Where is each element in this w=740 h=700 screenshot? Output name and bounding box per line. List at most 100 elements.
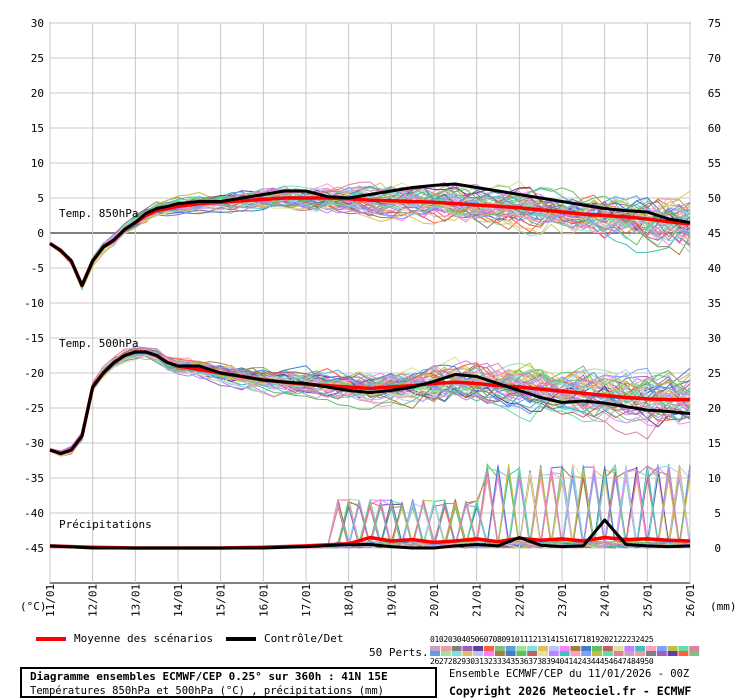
left-tick-label: -15 [24, 332, 44, 345]
x-tick-label: 26/01 [684, 584, 697, 617]
left-tick-label: -40 [24, 507, 44, 520]
x-tick-label: 15/01 [215, 584, 228, 617]
perturbation-color-grid [430, 646, 700, 656]
pert-color-swatch [559, 646, 570, 651]
x-tick-label: 12/01 [87, 584, 100, 617]
pert-color-swatch [656, 651, 667, 656]
pert-color-swatch [570, 651, 581, 656]
x-tick-label: 23/01 [556, 584, 569, 617]
control-line-precip [49, 518, 691, 550]
left-axis-unit: (°C) [20, 600, 47, 613]
pert-color-swatch [462, 646, 473, 651]
pert-color-swatch [613, 651, 624, 656]
left-tick-label: -35 [24, 472, 44, 485]
pert-color-swatch [548, 646, 559, 651]
right-tick-label: 20 [708, 402, 721, 415]
pert-color-swatch [678, 646, 689, 651]
right-tick-label: 0 [714, 542, 721, 555]
x-tick-label: 25/01 [641, 584, 654, 617]
pert-color-swatch [570, 646, 581, 651]
control-line-t850 [49, 182, 691, 287]
legend-mean-label: Moyenne des scénarios [74, 632, 214, 645]
left-tick-label: 25 [31, 52, 44, 65]
pert-color-swatch [602, 651, 613, 656]
left-tick-label: -20 [24, 367, 44, 380]
right-tick-label: 50 [708, 192, 721, 205]
pert-line-500 [49, 352, 691, 454]
right-tick-label: 30 [708, 332, 721, 345]
copyright: Copyright 2026 Meteociel.fr - ECMWF [449, 684, 692, 698]
pert-color-swatch [624, 651, 635, 656]
x-tick-label: 21/01 [471, 584, 484, 617]
left-tick-label: 5 [37, 192, 44, 205]
pert-line-850 [49, 191, 691, 286]
x-tick-label: 14/01 [172, 584, 185, 617]
panel-label-precip: Précipitations [59, 518, 152, 531]
right-tick-label: 65 [708, 87, 721, 100]
run-info: Ensemble ECMWF/CEP du 11/01/2026 - 00Z [449, 668, 690, 680]
pert-color-swatch [516, 651, 527, 656]
legend-pert-numbers-row2: 2627282930313233343536373839404142434445… [430, 657, 654, 666]
pert-color-swatch [527, 646, 538, 651]
pert-color-swatch [494, 646, 505, 651]
x-tick-label: 24/01 [599, 584, 612, 617]
pert-color-swatch [646, 646, 656, 651]
chart-title: Diagramme ensembles ECMWF/CEP 0.25° sur … [30, 670, 388, 683]
pert-color-swatch [548, 651, 559, 656]
chart-subtitle: Températures 850hPa et 500hPa (°C) , pré… [30, 685, 385, 697]
panel-label-t850: Temp. 850hPa [59, 207, 138, 220]
right-tick-label: 15 [708, 437, 721, 450]
right-tick-label: 70 [708, 52, 721, 65]
right-tick-label: 40 [708, 262, 721, 275]
legend-control-label: Contrôle/Det [264, 632, 344, 645]
pert-color-swatch [430, 651, 440, 656]
pert-color-swatch [656, 646, 667, 651]
grid [49, 22, 691, 584]
pert-color-swatch [581, 651, 592, 656]
pert-color-swatch [613, 646, 624, 651]
pert-color-swatch [516, 646, 527, 651]
pert-color-swatch [624, 646, 635, 651]
pert-color-swatch [451, 646, 462, 651]
control-line-t500 [49, 350, 691, 455]
pert-line-500 [49, 349, 691, 455]
tick-labels: 302520151050-5-10-15-20-25-30-35-40-4575… [24, 17, 721, 617]
x-tick-label: 22/01 [513, 584, 526, 617]
pert-line-500 [49, 353, 691, 456]
pert-color-swatch [689, 646, 700, 651]
pert-color-swatch [505, 646, 516, 651]
main-series [49, 182, 691, 550]
left-tick-label: -5 [31, 262, 44, 275]
pert-color-swatch [527, 651, 538, 656]
pert-color-swatch [689, 651, 700, 656]
left-tick-label: -45 [24, 542, 44, 555]
pert-color-swatch [494, 651, 505, 656]
left-tick-label: 20 [31, 87, 44, 100]
x-tick-label: 16/01 [257, 584, 270, 617]
pert-color-swatch [440, 651, 451, 656]
pert-color-swatch [430, 646, 440, 651]
pert-color-swatch [667, 646, 678, 651]
pert-color-swatch [592, 646, 602, 651]
x-tick-label: 20/01 [428, 584, 441, 617]
left-tick-label: 10 [31, 157, 44, 170]
left-tick-label: 0 [37, 227, 44, 240]
pert-color-swatch [559, 651, 570, 656]
pert-color-swatch [602, 646, 613, 651]
legend-perts-label: 50 Perts. [369, 646, 429, 659]
left-tick-label: -25 [24, 402, 44, 415]
left-tick-label: 30 [31, 17, 44, 30]
pert-color-swatch [678, 651, 689, 656]
pert-color-swatch [484, 646, 494, 651]
pert-color-swatch [484, 651, 494, 656]
right-tick-label: 10 [708, 472, 721, 485]
right-tick-label: 45 [708, 227, 721, 240]
perturbation-series [49, 180, 691, 549]
right-tick-label: 75 [708, 17, 721, 30]
title-box: Diagramme ensembles ECMWF/CEP 0.25° sur … [20, 667, 437, 698]
pert-color-swatch [635, 651, 646, 656]
pert-color-swatch [473, 646, 484, 651]
pert-line-850 [49, 189, 691, 289]
left-tick-label: -30 [24, 437, 44, 450]
